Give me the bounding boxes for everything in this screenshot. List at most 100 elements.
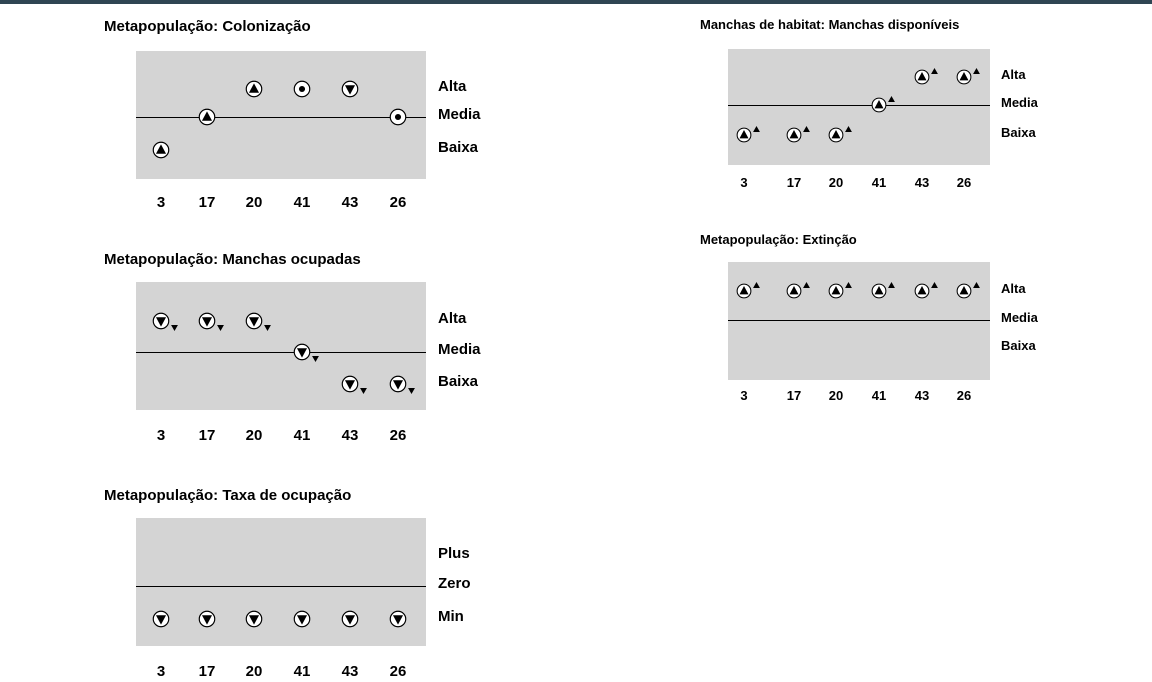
- plot-area: [728, 49, 990, 165]
- trend-up-icon: [845, 126, 852, 132]
- trend-down-icon: [171, 325, 178, 331]
- trend-up-icon: [803, 282, 810, 288]
- trend-up-icon: [803, 126, 810, 132]
- data-point-marker: [152, 610, 170, 628]
- data-point-marker: [828, 283, 844, 299]
- x-tick-label: 17: [199, 663, 216, 680]
- plot-area: [136, 51, 426, 179]
- y-level-label: Alta: [438, 78, 466, 95]
- trend-up-icon: [973, 282, 980, 288]
- x-tick-label: 26: [390, 427, 407, 444]
- data-point-marker: [198, 312, 216, 330]
- data-point-marker: [956, 283, 972, 299]
- data-point-marker: [245, 80, 263, 98]
- data-point-marker: [389, 375, 407, 393]
- x-tick-label: 43: [342, 427, 359, 444]
- chart-title: Metapopulação: Manchas ocupadas: [104, 251, 361, 268]
- data-point-marker: [152, 141, 170, 159]
- data-point-marker: [198, 610, 216, 628]
- trend-up-icon: [753, 282, 760, 288]
- chart-title: Metapopulação: Taxa de ocupação: [104, 487, 351, 504]
- trend-up-icon: [973, 68, 980, 74]
- y-level-label: Plus: [438, 545, 470, 562]
- plot-area: [136, 282, 426, 410]
- trend-down-icon: [312, 356, 319, 362]
- x-tick-label: 3: [740, 388, 747, 403]
- reference-line: [728, 105, 990, 106]
- y-level-label: Baixa: [438, 373, 478, 390]
- x-tick-label: 26: [390, 663, 407, 680]
- data-point-marker: [341, 80, 359, 98]
- x-tick-label: 26: [957, 175, 971, 190]
- data-point-marker: [914, 69, 930, 85]
- y-level-label: Alta: [438, 310, 466, 327]
- x-tick-label: 20: [246, 427, 263, 444]
- data-point-marker: [389, 108, 407, 126]
- trend-down-icon: [217, 325, 224, 331]
- y-level-label: Min: [438, 608, 464, 625]
- y-level-label: Media: [438, 106, 481, 123]
- x-tick-label: 17: [199, 194, 216, 211]
- data-point-marker: [245, 312, 263, 330]
- reference-line: [136, 352, 426, 353]
- trend-up-icon: [888, 282, 895, 288]
- trend-up-icon: [753, 126, 760, 132]
- trend-up-icon: [931, 68, 938, 74]
- x-tick-label: 3: [157, 427, 165, 444]
- reference-line: [136, 586, 426, 587]
- x-tick-label: 3: [740, 175, 747, 190]
- chart-title: Metapopulação: Colonização: [104, 18, 311, 35]
- y-level-label: Baixa: [438, 139, 478, 156]
- y-level-label: Alta: [1001, 67, 1026, 82]
- x-tick-label: 20: [829, 175, 843, 190]
- data-point-marker: [786, 127, 802, 143]
- x-tick-label: 41: [294, 194, 311, 211]
- data-point-marker: [152, 312, 170, 330]
- x-tick-label: 17: [787, 388, 801, 403]
- plot-area: [136, 518, 426, 646]
- data-point-marker: [198, 108, 216, 126]
- y-level-label: Media: [1001, 310, 1038, 325]
- data-point-marker: [293, 610, 311, 628]
- data-point-marker: [293, 343, 311, 361]
- chart-title: Metapopulação: Extinção: [700, 232, 857, 247]
- x-tick-label: 17: [787, 175, 801, 190]
- x-tick-label: 41: [294, 427, 311, 444]
- x-tick-label: 20: [829, 388, 843, 403]
- x-tick-label: 41: [294, 663, 311, 680]
- trend-down-icon: [360, 388, 367, 394]
- y-level-label: Alta: [1001, 281, 1026, 296]
- data-point-marker: [389, 610, 407, 628]
- y-level-label: Baixa: [1001, 338, 1036, 353]
- data-point-marker: [914, 283, 930, 299]
- top-border: [0, 0, 1152, 4]
- data-point-marker: [341, 610, 359, 628]
- trend-up-icon: [931, 282, 938, 288]
- y-level-label: Zero: [438, 575, 471, 592]
- x-tick-label: 26: [390, 194, 407, 211]
- y-level-label: Media: [438, 341, 481, 358]
- data-point-marker: [245, 610, 263, 628]
- x-tick-label: 17: [199, 427, 216, 444]
- x-tick-label: 41: [872, 388, 886, 403]
- x-tick-label: 43: [342, 663, 359, 680]
- data-point-marker: [736, 127, 752, 143]
- x-tick-label: 26: [957, 388, 971, 403]
- trend-down-icon: [408, 388, 415, 394]
- x-tick-label: 3: [157, 663, 165, 680]
- reference-line: [728, 320, 990, 321]
- x-tick-label: 43: [915, 175, 929, 190]
- reference-line: [136, 117, 426, 118]
- trend-down-icon: [264, 325, 271, 331]
- data-point-marker: [341, 375, 359, 393]
- data-point-marker: [828, 127, 844, 143]
- y-level-label: Media: [1001, 95, 1038, 110]
- x-tick-label: 3: [157, 194, 165, 211]
- data-point-marker: [736, 283, 752, 299]
- x-tick-label: 20: [246, 194, 263, 211]
- x-tick-label: 41: [872, 175, 886, 190]
- data-point-marker: [956, 69, 972, 85]
- trend-up-icon: [845, 282, 852, 288]
- data-point-marker: [871, 97, 887, 113]
- x-tick-label: 43: [342, 194, 359, 211]
